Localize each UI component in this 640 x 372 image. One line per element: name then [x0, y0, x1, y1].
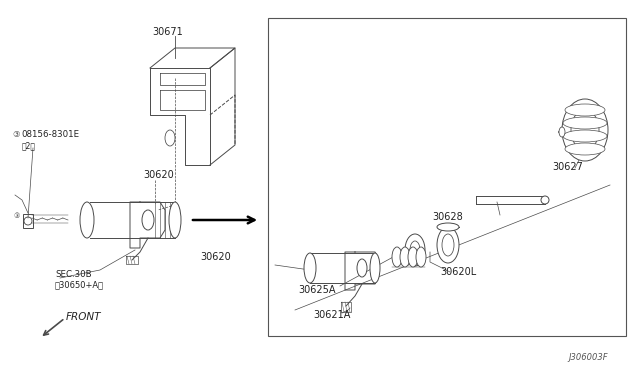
Text: 30625A: 30625A	[298, 285, 335, 295]
Ellipse shape	[408, 247, 418, 267]
Ellipse shape	[571, 110, 599, 150]
Ellipse shape	[169, 202, 181, 238]
Ellipse shape	[442, 234, 454, 256]
Text: 〈2〉: 〈2〉	[22, 141, 36, 150]
Text: 08156-8301E: 08156-8301E	[21, 130, 79, 139]
Ellipse shape	[142, 210, 154, 230]
Text: ③: ③	[12, 130, 19, 139]
Bar	[23, 214, 33, 228]
Ellipse shape	[565, 143, 605, 155]
Text: 30621A: 30621A	[313, 310, 350, 320]
Ellipse shape	[437, 227, 459, 263]
Ellipse shape	[304, 253, 316, 283]
Text: 30628: 30628	[432, 212, 463, 222]
Ellipse shape	[416, 247, 426, 267]
Ellipse shape	[370, 253, 380, 283]
Ellipse shape	[563, 130, 607, 142]
Ellipse shape	[357, 259, 367, 277]
Ellipse shape	[541, 196, 549, 204]
Text: SEC.30B: SEC.30B	[55, 270, 92, 279]
Ellipse shape	[80, 202, 94, 238]
Ellipse shape	[410, 241, 420, 259]
Text: 30671: 30671	[152, 27, 183, 37]
Text: 30620: 30620	[200, 252, 231, 262]
Text: 30620: 30620	[143, 170, 173, 180]
Ellipse shape	[392, 247, 402, 267]
Ellipse shape	[559, 127, 565, 137]
Text: ③: ③	[14, 213, 20, 219]
Ellipse shape	[437, 223, 459, 231]
Text: 30627: 30627	[552, 162, 583, 172]
Ellipse shape	[400, 247, 410, 267]
Bar	[268, 18, 626, 336]
Text: 30620L: 30620L	[440, 267, 476, 277]
Text: J306003F: J306003F	[568, 353, 607, 362]
Ellipse shape	[562, 99, 608, 161]
Ellipse shape	[565, 104, 605, 116]
Text: 〈30650+A〉: 〈30650+A〉	[55, 280, 104, 289]
Ellipse shape	[563, 117, 607, 129]
Text: FRONT: FRONT	[66, 312, 102, 322]
Ellipse shape	[405, 234, 425, 266]
